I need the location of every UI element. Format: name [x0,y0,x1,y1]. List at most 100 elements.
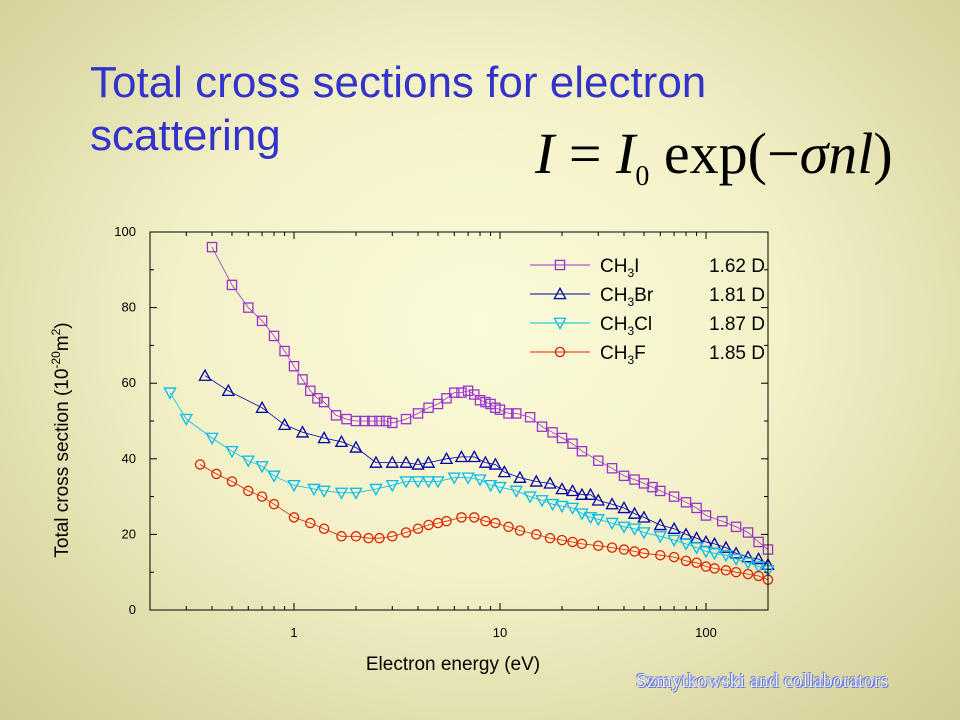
equation-intensity: I [535,121,555,186]
data-point-CH3Br [729,546,743,559]
data-point-CH3Cl [535,495,549,508]
legend-entry-CH3I: CH3I 1.62 D [530,256,765,280]
data-point-CH3F [514,525,526,536]
legend-entry-CH3F: CH3F 1.85 D [530,343,765,367]
data-point-CH3I [374,415,385,427]
equation-minus: − [766,121,800,186]
data-point-CH3I [606,462,618,474]
data-point-CH3Cl [583,512,598,525]
data-point-CH3I [305,385,316,397]
data-point-CH3F [256,491,268,502]
legend-formula: CH [600,256,627,277]
data-point-CH3F [336,531,347,542]
data-point-CH3F [593,540,604,551]
data-point-CH3I [753,536,764,548]
data-point-CH3I [279,345,290,357]
data-point-CH3Cl [523,491,537,504]
data-point-CH3I [206,241,218,253]
y-axis-title-main: Total cross section (10 [52,369,73,558]
data-point-CH3Br [411,457,425,470]
data-point-CH3I [268,330,280,342]
legend-formula-rest: Br [634,285,654,306]
legend-formula-subscript: 3 [627,266,634,280]
y-axis-title-unit: m [52,335,73,351]
beer-lambert-equation: I = I0 exp(−σnl) [535,120,893,193]
equation-initial-intensity: I [616,121,636,186]
data-point-CH3F [350,531,362,542]
data-point-CH3Cl [267,470,281,483]
data-point-CH3I [556,432,568,444]
data-point-CH3Cl [255,461,269,474]
data-point-CH3Br [255,400,269,414]
data-point-CH3F [556,534,568,546]
data-point-CH3Br [679,527,693,540]
data-point-CH3I [412,408,424,419]
legend-formula: CH [600,343,627,364]
legend-label: CH3I [600,256,639,280]
data-point-CH3Cl [555,500,569,514]
data-point-CH3Br [617,500,631,514]
data-point-CH3I [462,385,474,397]
data-point-CH3Cl [679,538,693,551]
data-point-CH3I [567,438,578,449]
legend-formula-rest: Cl [634,314,652,335]
data-point-CH3Br [565,483,580,497]
data-point-CH3I [647,481,658,493]
data-point-CH3F [490,517,501,529]
data-point-CH3Cl [163,387,177,400]
equation-equals: = [568,121,602,186]
legend-swatch-marker [553,317,567,330]
data-point-CH3Cl [241,455,255,468]
legend-formula-rest: F [634,343,646,364]
data-point-CH3F [318,523,330,534]
data-point-CH3Br [689,531,704,544]
data-point-CH3Cl [385,480,399,493]
data-point-CH3F [387,531,398,542]
equation-subscript: 0 [635,161,650,192]
data-point-CH3I [730,521,742,533]
data-point-CH3I [638,478,650,489]
data-point-CH3I [400,413,412,425]
data-point-CH3F [374,532,385,544]
data-point-CH3Br [555,482,569,495]
data-point-CH3I [350,415,362,427]
data-point-CH3Cl [307,483,321,496]
data-point-CH3Cl [653,531,667,544]
data-point-CH3Cl [205,432,219,445]
data-point-CH3Br [334,434,349,448]
data-point-CH3Br [369,455,383,468]
legend-dipole: 1.85 D [709,343,765,364]
data-point-CH3I [367,415,378,427]
data-point-CH3Cl [461,472,475,485]
data-point-CH3I [668,491,680,502]
legend-label: CH3F [600,343,646,367]
data-point-CH3F [305,517,316,529]
legend-dipole: 1.87 D [709,314,765,335]
legend-swatch-marker [554,346,566,358]
data-point-CH3Cl [483,480,498,493]
legend-entry-CH3Br: CH3Br 1.81 D [530,285,765,309]
data-point-CH3Br [751,552,766,565]
data-point-CH3Br [583,487,598,500]
data-point-CH3Br [478,455,493,468]
data-point-CH3Br [627,506,642,519]
data-point-CH3Cl [545,498,560,512]
data-point-CH3Cl [349,487,363,500]
data-point-CH3I [511,408,522,419]
data-point-CH3Br [439,451,454,465]
data-point-CH3F [720,565,732,576]
y-tick-label: 100 [114,224,136,239]
equation-sigma: σ [799,121,829,186]
data-point-CH3Br [277,417,292,431]
data-point-CH3F [531,529,542,540]
data-point-CH3F [243,485,254,497]
slide-title: Total cross sections for electron scatte… [90,58,707,160]
data-point-CH3Br [637,510,651,523]
equation-exp: exp( [663,121,767,186]
y-tick-label: 20 [122,526,136,541]
legend-formula: CH [600,314,627,335]
data-point-CH3I [680,497,692,508]
data-point-CH3Cl [707,548,722,561]
